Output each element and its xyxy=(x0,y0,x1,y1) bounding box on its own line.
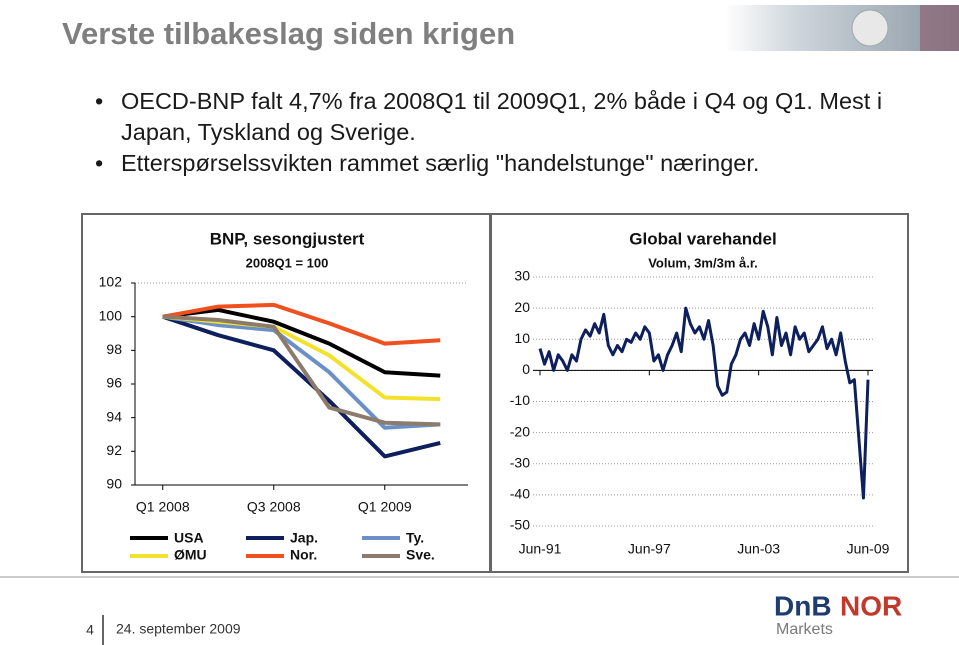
chart-subtitle: Volum, 3m/3m å.r. xyxy=(648,255,758,270)
chart-frame xyxy=(490,213,909,573)
x-tick-label: Jun-91 xyxy=(519,541,562,557)
y-tick-label: 92 xyxy=(106,442,122,458)
y-tick-label: 10 xyxy=(514,330,530,346)
logo-brand: DnB xyxy=(774,590,832,621)
y-tick-label: 30 xyxy=(514,268,530,284)
x-tick-label: Jun-09 xyxy=(847,541,890,557)
y-tick-label: -50 xyxy=(510,517,530,533)
chart-title: BNP, sesongjustert xyxy=(210,229,365,248)
legend-label: USA xyxy=(174,530,204,546)
y-tick-label: 100 xyxy=(99,307,123,323)
y-tick-label: -10 xyxy=(510,392,530,408)
page-number: 4 xyxy=(86,622,94,638)
y-tick-label: 98 xyxy=(106,341,122,357)
x-tick-label: Q1 2008 xyxy=(136,499,190,515)
y-tick-label: 90 xyxy=(106,476,122,492)
data-line xyxy=(162,314,441,427)
y-tick-label: -30 xyxy=(510,454,530,470)
legend-label: ØMU xyxy=(174,547,207,563)
legend-label: Sve. xyxy=(406,547,435,563)
footer-date: 24. september 2009 xyxy=(116,621,241,637)
data-line xyxy=(162,314,441,459)
chart-subtitle: 2008Q1 = 100 xyxy=(246,255,329,270)
y-tick-label: -40 xyxy=(510,486,530,502)
x-tick-label: Jun-03 xyxy=(737,541,780,557)
data-line xyxy=(538,306,870,500)
y-tick-label: -20 xyxy=(510,423,530,439)
x-tick-label: Q1 2009 xyxy=(358,499,412,515)
data-line xyxy=(162,302,441,346)
bullet: Etterspørselssvikten rammet særlig "hand… xyxy=(95,148,891,179)
logo-brand: NOR xyxy=(840,590,902,621)
bullet: OECD-BNP falt 4,7% fra 2008Q1 til 2009Q1… xyxy=(95,86,891,148)
x-tick-label: Q3 2008 xyxy=(247,499,301,515)
decoration-clock xyxy=(851,9,889,47)
data-line xyxy=(162,314,441,430)
y-tick-label: 94 xyxy=(106,408,122,424)
y-tick-label: 102 xyxy=(99,274,123,290)
legend-label: Jap. xyxy=(290,530,318,546)
legend-label: Ty. xyxy=(406,530,424,546)
logo-sub: Markets xyxy=(776,621,833,638)
decoration-block xyxy=(920,5,959,51)
x-tick-label: Jun-97 xyxy=(628,541,671,557)
y-tick-label: 96 xyxy=(106,375,122,391)
legend-label: Nor. xyxy=(290,547,317,563)
y-tick-label: 20 xyxy=(514,299,530,315)
slide-title: Verste tilbakeslag siden krigen xyxy=(62,16,516,51)
bullet-list: OECD-BNP falt 4,7% fra 2008Q1 til 2009Q1… xyxy=(95,86,891,179)
chart-title: Global varehandel xyxy=(629,229,776,248)
data-line xyxy=(162,307,441,378)
y-tick-label: 0 xyxy=(522,361,530,377)
